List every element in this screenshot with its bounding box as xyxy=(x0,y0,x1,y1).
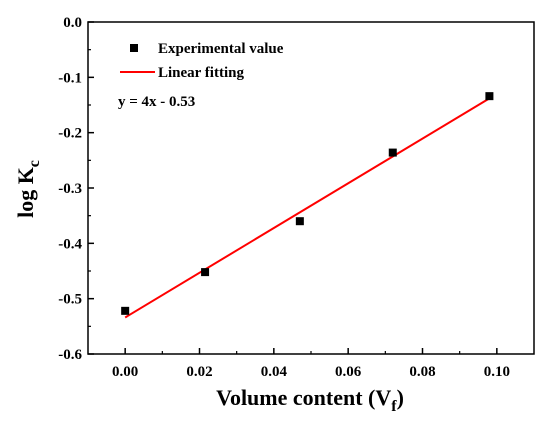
y-tick-label: -0.6 xyxy=(58,347,82,363)
data-point xyxy=(121,306,130,315)
legend-marker-experimental xyxy=(130,44,138,52)
legend: Experimental value Linear fitting xyxy=(120,41,284,81)
x-axis-title-main: Volume content (V xyxy=(216,385,391,410)
y-tick-label: -0.4 xyxy=(58,236,82,252)
y-tick-label: -0.1 xyxy=(58,70,82,86)
ticks-layer: 0.00 0.02 0.04 0.06 0.08 0.10 0.0 -0.1 -0.2 -0.3 -… xyxy=(58,15,510,380)
y-tick-label: 0.0 xyxy=(63,15,82,31)
y-tick-label: -0.5 xyxy=(58,292,82,308)
x-tick-label: 0.06 xyxy=(335,364,362,380)
data-point xyxy=(295,217,304,226)
x-tick-label: 0.04 xyxy=(261,364,288,380)
x-tick-label: 0.08 xyxy=(409,364,435,380)
y-tick-label: -0.2 xyxy=(58,126,82,142)
data-point xyxy=(485,92,494,101)
x-tick-label: 0.10 xyxy=(484,364,510,380)
y-axis-title-sub: c xyxy=(26,160,43,167)
series-layer xyxy=(121,92,494,319)
x-tick-label: 0.00 xyxy=(112,364,138,380)
fit-equation: y = 4x - 0.53 xyxy=(118,94,195,110)
y-axis-title: log Kc xyxy=(13,160,43,218)
x-axis-title: Volume content (Vf) xyxy=(216,385,404,415)
x-tick-label: 0.02 xyxy=(186,364,212,380)
fit-line xyxy=(124,97,490,319)
y-tick-label: -0.3 xyxy=(58,181,82,197)
legend-label-fit: Linear fitting xyxy=(158,65,244,81)
x-axis-title-sub: f xyxy=(391,398,397,415)
data-point xyxy=(201,268,210,277)
data-point xyxy=(388,148,397,157)
y-axis-title-main: log K xyxy=(13,167,38,218)
legend-label-experimental: Experimental value xyxy=(158,41,284,57)
x-axis-title-close: ) xyxy=(397,385,404,410)
